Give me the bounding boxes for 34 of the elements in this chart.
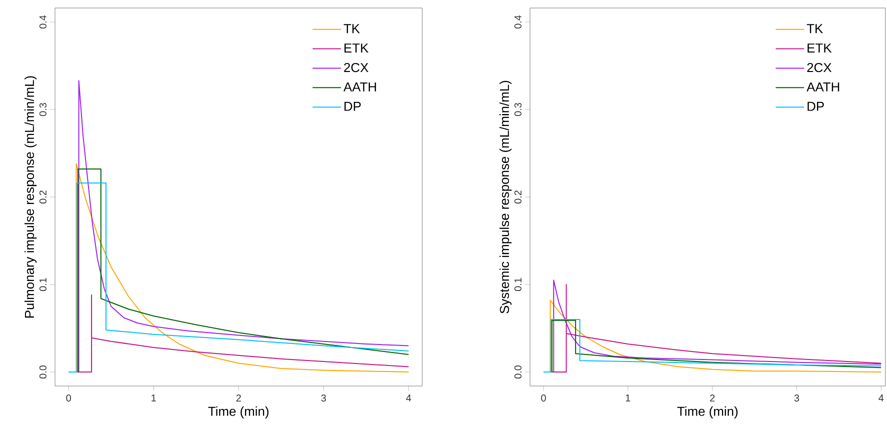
x-tick-label: 0 <box>541 394 546 402</box>
x-tick-label: 4 <box>878 394 884 402</box>
legend-label: ETK <box>344 44 368 52</box>
legend-label: 2CX <box>344 62 368 72</box>
y-tick-label: 0.0 <box>514 365 522 379</box>
x-tick-label: 0 <box>66 394 71 402</box>
legend-label: DP <box>808 102 824 111</box>
y-tick-label: 0.2 <box>39 190 46 204</box>
y-tick-label: 0.1 <box>39 278 46 292</box>
x-tick-label: 1 <box>626 394 630 402</box>
legend-label: AATH <box>343 82 376 92</box>
legend-label: ETK <box>808 44 832 52</box>
legend-label: 2CX <box>807 62 832 72</box>
x-tick-label: 3 <box>321 394 326 402</box>
y-tick-label: 0.0 <box>39 365 46 379</box>
legend-label: TK <box>806 24 823 34</box>
y-axis-title: Systemic impulse response (mL/min/mL) <box>500 80 512 314</box>
y-tick-label: 0.1 <box>514 278 522 292</box>
legend-label: TK <box>344 24 360 34</box>
y-tick-label: 0.3 <box>39 103 46 116</box>
x-tick-label: 1 <box>152 394 156 402</box>
legend-label: AATH <box>806 82 840 92</box>
x-tick-label: 2 <box>710 394 715 402</box>
y-tick-label: 0.2 <box>514 190 522 204</box>
y-tick-label: 0.4 <box>39 15 46 29</box>
legend-label: DP <box>344 102 361 111</box>
y-tick-label: 0.3 <box>514 103 522 116</box>
y-axis-title: Pulmonary impulse response (mL/min/mL) <box>24 76 37 318</box>
x-tick-label: 2 <box>236 394 241 402</box>
x-tick-label: 3 <box>794 394 800 402</box>
x-axis-title: Time (min) <box>677 406 738 418</box>
x-tick-label: 4 <box>406 394 412 402</box>
y-tick-label: 0.4 <box>514 15 522 29</box>
x-axis-title: Time (min) <box>208 406 268 418</box>
